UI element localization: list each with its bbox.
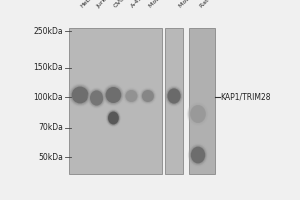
Ellipse shape <box>88 88 106 108</box>
Ellipse shape <box>189 144 207 166</box>
Ellipse shape <box>187 101 209 127</box>
Ellipse shape <box>106 87 121 103</box>
Ellipse shape <box>106 87 121 103</box>
Ellipse shape <box>190 105 206 123</box>
Ellipse shape <box>188 103 208 125</box>
Ellipse shape <box>166 87 182 105</box>
Ellipse shape <box>141 89 155 103</box>
Text: Mouse testis: Mouse testis <box>178 0 210 9</box>
Ellipse shape <box>187 102 209 126</box>
Ellipse shape <box>70 84 91 106</box>
Ellipse shape <box>140 88 156 104</box>
Ellipse shape <box>125 90 137 102</box>
Text: 250kDa: 250kDa <box>33 26 63 36</box>
Ellipse shape <box>89 89 104 107</box>
Ellipse shape <box>190 105 206 123</box>
Ellipse shape <box>89 89 104 107</box>
Bar <box>189 28 214 174</box>
Ellipse shape <box>105 86 122 104</box>
Ellipse shape <box>167 88 181 104</box>
Ellipse shape <box>103 84 124 106</box>
Ellipse shape <box>87 87 106 109</box>
Text: 70kDa: 70kDa <box>38 123 63 132</box>
Ellipse shape <box>71 86 90 104</box>
Text: HeLa: HeLa <box>80 0 94 9</box>
Ellipse shape <box>139 87 157 105</box>
Ellipse shape <box>141 89 155 103</box>
Ellipse shape <box>104 85 123 105</box>
Ellipse shape <box>191 147 205 163</box>
Ellipse shape <box>108 112 119 124</box>
Ellipse shape <box>190 146 206 164</box>
Ellipse shape <box>72 87 88 103</box>
Text: 150kDa: 150kDa <box>33 64 63 72</box>
Ellipse shape <box>104 86 123 104</box>
Ellipse shape <box>90 90 103 106</box>
Ellipse shape <box>166 86 182 106</box>
Text: OVCAR3: OVCAR3 <box>112 0 134 9</box>
Ellipse shape <box>165 86 183 106</box>
Ellipse shape <box>103 84 124 106</box>
Ellipse shape <box>106 109 121 127</box>
Ellipse shape <box>167 88 181 104</box>
Text: KAP1/TRIM28: KAP1/TRIM28 <box>220 92 271 102</box>
Ellipse shape <box>190 145 207 165</box>
Text: A-431: A-431 <box>130 0 147 9</box>
Ellipse shape <box>188 144 208 166</box>
Ellipse shape <box>188 143 208 167</box>
Ellipse shape <box>90 90 103 106</box>
Text: 100kDa: 100kDa <box>33 92 63 102</box>
Ellipse shape <box>124 88 139 104</box>
Ellipse shape <box>107 111 119 125</box>
Ellipse shape <box>164 85 184 107</box>
Ellipse shape <box>191 147 205 163</box>
Ellipse shape <box>142 90 154 102</box>
Text: Jurkat: Jurkat <box>96 0 112 9</box>
Ellipse shape <box>165 86 183 106</box>
Bar <box>69 28 162 174</box>
Ellipse shape <box>71 86 89 104</box>
Ellipse shape <box>123 87 140 105</box>
Ellipse shape <box>142 90 154 102</box>
Ellipse shape <box>124 88 139 104</box>
Ellipse shape <box>188 143 208 167</box>
Text: Mouse brain: Mouse brain <box>148 0 179 9</box>
Ellipse shape <box>189 104 207 124</box>
Ellipse shape <box>167 87 182 105</box>
Ellipse shape <box>107 110 120 126</box>
Ellipse shape <box>125 89 138 103</box>
Ellipse shape <box>142 90 154 102</box>
Ellipse shape <box>72 87 88 103</box>
Ellipse shape <box>167 88 181 104</box>
Ellipse shape <box>108 111 119 125</box>
Ellipse shape <box>105 86 122 104</box>
Ellipse shape <box>140 88 156 104</box>
Text: Rat testis: Rat testis <box>200 0 224 9</box>
Ellipse shape <box>188 102 208 126</box>
Ellipse shape <box>108 112 119 124</box>
Ellipse shape <box>123 88 140 104</box>
Ellipse shape <box>90 90 104 106</box>
Ellipse shape <box>88 88 105 108</box>
Ellipse shape <box>69 84 91 106</box>
Ellipse shape <box>68 83 92 107</box>
Ellipse shape <box>125 90 137 102</box>
Bar <box>165 28 183 174</box>
Ellipse shape <box>102 84 124 106</box>
Ellipse shape <box>190 146 206 164</box>
Ellipse shape <box>189 103 207 125</box>
Ellipse shape <box>106 109 121 127</box>
Ellipse shape <box>107 110 120 126</box>
Ellipse shape <box>124 89 139 103</box>
Ellipse shape <box>69 83 92 107</box>
Text: 50kDa: 50kDa <box>38 152 63 162</box>
Ellipse shape <box>88 88 105 108</box>
Ellipse shape <box>125 90 138 102</box>
Ellipse shape <box>140 88 155 104</box>
Ellipse shape <box>70 85 90 105</box>
Ellipse shape <box>190 104 206 124</box>
Ellipse shape <box>106 110 121 126</box>
